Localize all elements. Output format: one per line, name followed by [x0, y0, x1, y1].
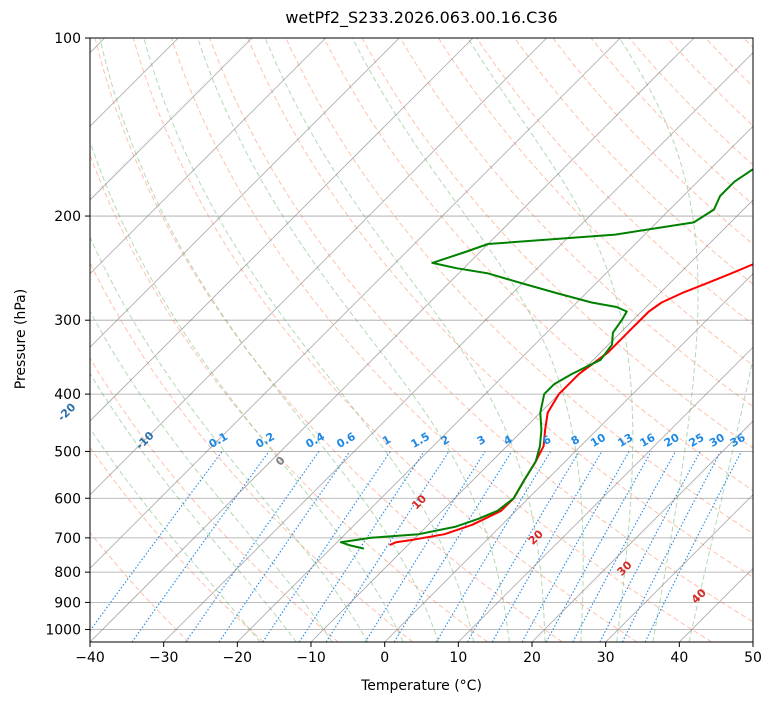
x-tick-label: −30 — [149, 650, 179, 666]
y-tick-label: 600 — [54, 491, 81, 507]
moist-adiabat-label: 40 — [689, 586, 709, 606]
temperature-profile-line — [390, 38, 775, 545]
mixing-ratio-line — [394, 451, 512, 642]
x-tick-label: 20 — [523, 650, 541, 666]
dry-adiabat-label: -30 — [0, 365, 2, 388]
moist-adiabat-label: 20 — [526, 527, 546, 547]
mixing-ratio-line — [573, 451, 676, 642]
dry-adiabat-line — [0, 38, 264, 642]
moist-adiabat-line — [100, 38, 439, 642]
isotherm-line — [385, 38, 775, 642]
dewpoint-profile-line — [341, 38, 775, 549]
x-tick-label: −40 — [75, 650, 105, 666]
mixing-ratio-line — [622, 451, 720, 642]
isotherm-line — [0, 38, 547, 642]
x-tick-label: 10 — [449, 650, 467, 666]
mixing-ratio-label: 10 — [588, 431, 608, 450]
isotherm-line — [458, 38, 775, 642]
mixing-ratio-label: 0.6 — [334, 430, 358, 451]
isotherm-line — [0, 38, 399, 642]
moist-adiabat-label: 0 — [273, 454, 288, 469]
x-tick-label: 40 — [670, 650, 688, 666]
mixing-ratio-line — [522, 451, 629, 642]
isotherm-line — [90, 38, 694, 642]
isotherm-line — [0, 38, 326, 642]
chart-title: wetPf2_S233.2026.063.00.16.C36 — [90, 8, 753, 27]
mixing-ratio-label: 20 — [662, 431, 682, 450]
dry-adiabat-line — [19, 38, 413, 642]
dry-adiabat-label: -10 — [133, 429, 156, 452]
x-tick-label: −10 — [296, 650, 326, 666]
x-tick-label: 50 — [744, 650, 762, 666]
dry-adiabat-line — [477, 38, 775, 642]
y-tick-label: 900 — [54, 595, 81, 611]
dry-adiabat-line — [744, 38, 775, 642]
mixing-ratio-label: 6 — [540, 433, 553, 448]
mixing-ratio-label: 36 — [728, 431, 748, 450]
moist-adiabat-line — [31, 38, 367, 642]
dry-adiabat-line — [591, 38, 775, 642]
mixing-ratio-line — [645, 451, 741, 642]
mixing-ratio-label: 30 — [707, 431, 727, 450]
isotherm-line — [532, 38, 775, 642]
moist-adiabat-label: 10 — [409, 492, 429, 512]
y-axis-label: Pressure (hPa) — [13, 289, 29, 389]
mixing-ratio-line — [546, 451, 651, 642]
dry-adiabat-line — [57, 38, 488, 642]
mixing-ratio-label: 3 — [475, 433, 488, 448]
moist-adiabat-label: 30 — [615, 558, 635, 578]
moist-adiabat-line — [3, 38, 332, 642]
mixing-ratio-line — [263, 451, 391, 642]
y-tick-label: 1000 — [45, 622, 81, 638]
moist-adiabat-line — [63, 38, 403, 642]
x-tick-label: 30 — [597, 650, 615, 666]
isotherm-line — [16, 38, 620, 642]
mixing-ratio-label: 16 — [638, 431, 658, 450]
dry-adiabat-line — [286, 38, 775, 642]
mixing-ratio-label: 25 — [687, 431, 707, 450]
isotherm-line — [753, 38, 775, 642]
mixing-ratio-line — [219, 451, 350, 642]
dry-adiabat-line — [0, 38, 338, 642]
x-tick-label: −20 — [223, 650, 253, 666]
x-axis-label: Temperature (°C) — [90, 678, 753, 694]
y-tick-label: 800 — [54, 565, 81, 581]
y-tick-label: 200 — [54, 209, 81, 225]
dry-adiabat-label: -20 — [55, 400, 78, 423]
isotherm-line — [164, 38, 768, 642]
mixing-ratio-label: 0.2 — [254, 430, 277, 451]
dry-adiabat-line — [553, 38, 775, 642]
moist-adiabat-line — [468, 38, 633, 642]
isotherm-line — [679, 38, 775, 642]
mixing-ratio-line — [299, 451, 424, 642]
y-tick-label: 500 — [54, 444, 81, 460]
dry-adiabat-line — [706, 38, 775, 642]
y-tick-label: 100 — [54, 31, 81, 47]
mixing-ratio-line — [82, 451, 222, 642]
mixing-ratio-label: 1.5 — [409, 430, 432, 451]
mixing-ratio-line — [600, 451, 700, 642]
mixing-ratio-line — [326, 451, 449, 642]
moist-adiabat-line — [689, 38, 775, 642]
mixing-ratio-label: 8 — [569, 433, 582, 448]
dry-adiabat-line — [133, 38, 637, 642]
dry-adiabat-line — [362, 38, 775, 642]
x-tick-label: 0 — [380, 650, 389, 666]
dry-adiabat-line — [171, 38, 711, 642]
mixing-ratio-label: 2 — [439, 433, 452, 448]
y-tick-label: 300 — [54, 313, 81, 329]
y-tick-label: 700 — [54, 531, 81, 547]
dry-adiabat-line — [438, 38, 775, 642]
y-tick-label: 400 — [54, 387, 81, 403]
isotherm-line — [606, 38, 775, 642]
moist-adiabat-line — [0, 38, 260, 642]
dry-adiabat-line — [667, 38, 775, 642]
